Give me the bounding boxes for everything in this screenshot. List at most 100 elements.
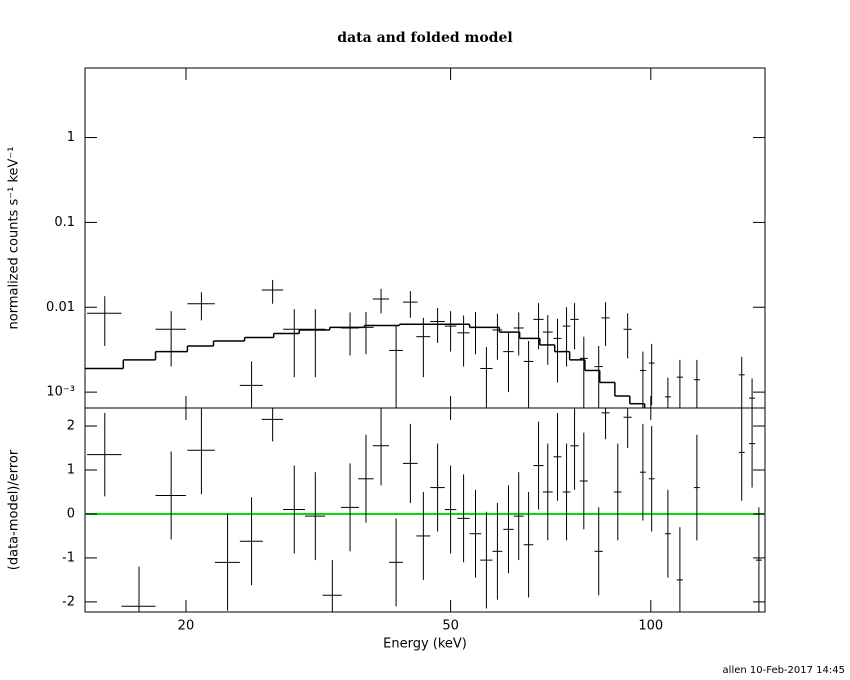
- data-point: [457, 315, 470, 367]
- data-point: [639, 351, 646, 408]
- data-point: [322, 560, 342, 612]
- data-point: [492, 313, 503, 360]
- data-point: [664, 489, 671, 578]
- data-point: [187, 292, 215, 321]
- data-point: [579, 432, 588, 530]
- data-point: [738, 356, 745, 408]
- data-point: [513, 472, 524, 561]
- footer: allen 10-Feb-2017 14:45: [723, 665, 845, 676]
- data-point: [623, 408, 632, 449]
- data-point: [304, 309, 326, 378]
- data-point: [430, 308, 445, 343]
- y-tick-label: 2: [67, 419, 75, 434]
- data-point: [533, 421, 544, 510]
- data-point: [693, 359, 700, 408]
- data-point: [553, 412, 562, 501]
- y-tick-label: 0.1: [54, 215, 75, 230]
- data-point: [676, 527, 684, 612]
- x-tick-label: 100: [638, 619, 663, 634]
- chart-title: data and folded model: [337, 30, 512, 46]
- y-axis-label: normalized counts s⁻¹ keV⁻¹: [7, 147, 22, 330]
- x-tick-label: 50: [442, 619, 459, 634]
- data-point: [594, 345, 603, 408]
- data-point: [693, 434, 700, 541]
- data-point: [402, 423, 418, 503]
- data-point: [187, 408, 215, 495]
- data-point: [480, 511, 493, 609]
- data-point: [358, 311, 374, 355]
- x-axis-label: Energy (keV): [383, 637, 467, 652]
- bottom-panel: [85, 408, 765, 612]
- data-point: [594, 507, 603, 596]
- y-tick-label: 0: [67, 506, 75, 521]
- data-point: [155, 451, 186, 540]
- data-point: [570, 303, 579, 350]
- data-point: [416, 317, 431, 378]
- data-point: [416, 491, 431, 580]
- data-point: [648, 343, 655, 406]
- data-point: [340, 312, 359, 356]
- data-point: [372, 288, 390, 314]
- data-point: [648, 426, 655, 532]
- data-point: [444, 311, 457, 352]
- y-tick-label: 0.01: [46, 300, 75, 315]
- data-point: [283, 465, 305, 554]
- y-tick-label: -1: [62, 550, 75, 565]
- plot-frame: [84, 67, 766, 409]
- data-point: [389, 518, 403, 607]
- data-point: [749, 408, 756, 488]
- data-point: [283, 309, 305, 378]
- data-point: [358, 434, 374, 523]
- data-point: [503, 485, 514, 574]
- data-point: [562, 307, 571, 367]
- data-point: [155, 311, 186, 367]
- data-point: [562, 443, 571, 541]
- data-point: [239, 497, 263, 586]
- data-point: [444, 465, 457, 554]
- data-point: [570, 408, 579, 490]
- data-point: [340, 463, 359, 552]
- data-point: [601, 302, 610, 346]
- y-tick-label: 1: [67, 462, 75, 477]
- data-point: [623, 313, 632, 359]
- data-point: [304, 472, 326, 561]
- data-point: [542, 315, 553, 365]
- data-point: [542, 443, 553, 541]
- plot-frame: [84, 407, 766, 613]
- data-point: [601, 408, 610, 440]
- data-point: [533, 303, 544, 350]
- data-point: [430, 443, 445, 532]
- data-point: [503, 332, 514, 393]
- data-point: [457, 474, 470, 563]
- y-tick-label: 10⁻³: [46, 385, 75, 400]
- data-point: [402, 291, 418, 318]
- top-panel: [85, 279, 756, 408]
- data-point: [749, 378, 756, 408]
- x-tick-label: 20: [178, 619, 195, 634]
- data-point: [372, 408, 390, 486]
- data-point: [121, 566, 156, 612]
- data-point: [579, 336, 588, 408]
- y-tick-label: -2: [62, 594, 75, 609]
- data-point: [664, 377, 671, 408]
- data-point: [261, 279, 284, 304]
- y-axis-label: (data-model)/error: [7, 449, 22, 570]
- data-point: [613, 443, 622, 541]
- data-point: [755, 507, 762, 612]
- data-point: [87, 296, 122, 346]
- data-point: [513, 312, 524, 356]
- data-point: [261, 408, 284, 442]
- data-point: [738, 408, 745, 501]
- data-point: [469, 489, 482, 578]
- data-point: [523, 491, 534, 598]
- data-point: [469, 311, 482, 355]
- data-point: [553, 318, 562, 383]
- data-point: [639, 423, 646, 521]
- data-point: [523, 341, 534, 408]
- data-point: [492, 502, 503, 600]
- data-point: [389, 325, 403, 408]
- data-point: [480, 347, 493, 408]
- y-tick-label: 1: [67, 130, 75, 145]
- data-point: [214, 513, 240, 611]
